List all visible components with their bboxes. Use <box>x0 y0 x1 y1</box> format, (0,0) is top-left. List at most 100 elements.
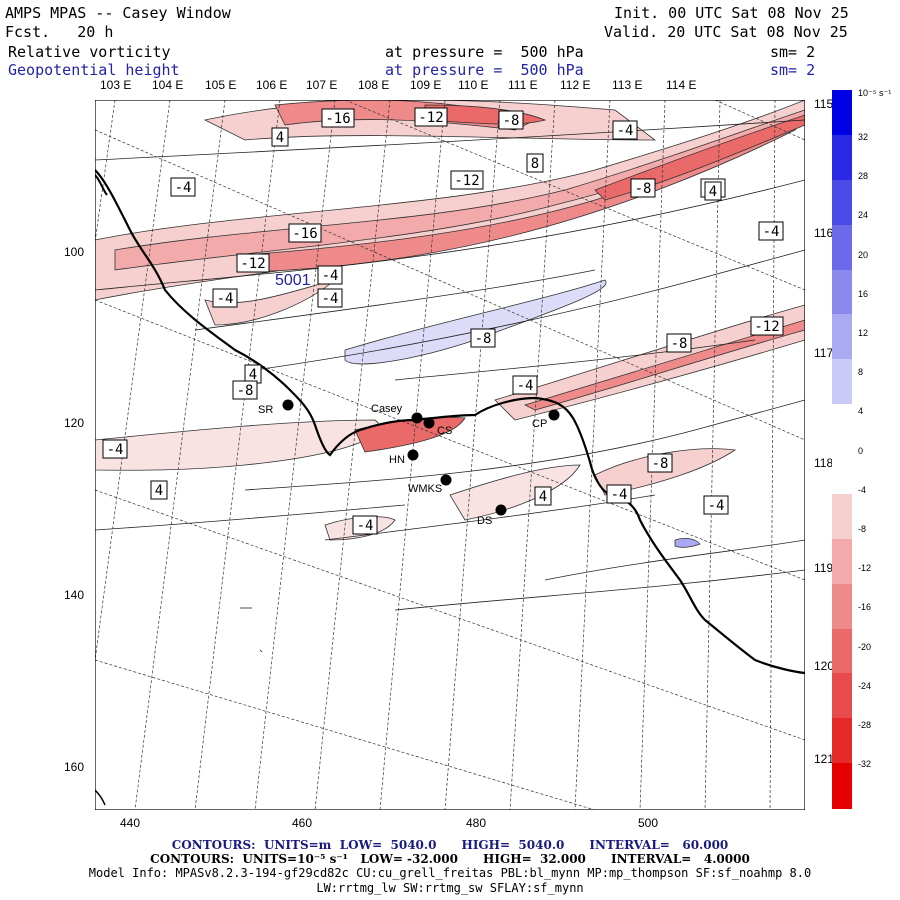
vorticity-shading <box>95 100 805 548</box>
longitude-label: 114 E <box>666 78 697 92</box>
y-tick-label: 160 <box>64 760 85 774</box>
colorbar-tick-label: 32 <box>858 132 869 142</box>
init-time: Init. 00 UTC Sat 08 Nov 25 <box>614 4 849 22</box>
longitude-label: 105 E <box>205 78 237 92</box>
station-label: CP <box>532 418 547 430</box>
longitude-label: 108 E <box>358 78 390 92</box>
field-1-name: Relative vorticity <box>8 43 171 61</box>
svg-text:-12: -12 <box>240 256 265 272</box>
coastline <box>95 169 805 675</box>
colorbar-segment <box>832 673 852 719</box>
contour-label: 4 <box>704 181 722 201</box>
footer-model-info: Model Info: MPASv8.2.3-194-gf29cd82c CU:… <box>88 866 812 880</box>
colorbar-segment <box>832 718 852 764</box>
svg-text:-12: -12 <box>418 110 443 126</box>
svg-text:4: 4 <box>276 130 284 146</box>
contour-label: 8 <box>526 153 544 173</box>
svg-text:-8: -8 <box>503 113 520 129</box>
colorbar-units: 10⁻⁵ s⁻¹ <box>858 88 892 98</box>
svg-text:-4: -4 <box>107 442 124 458</box>
colorbar-segment <box>832 359 852 405</box>
station-label: CS <box>437 425 452 437</box>
coastline-west <box>95 174 108 196</box>
contour-label: -8 <box>498 110 524 130</box>
svg-text:-4: -4 <box>611 487 628 503</box>
forecast-hour: Fcst. 20 h <box>5 23 114 41</box>
station-marker <box>495 504 507 516</box>
svg-text:-4: -4 <box>617 123 634 139</box>
x-tick-label: 460 <box>292 816 313 830</box>
svg-text:-4: -4 <box>175 180 192 196</box>
field-1-pressure: at pressure = 500 hPa <box>385 43 584 61</box>
svg-text:-16: -16 <box>292 226 317 242</box>
colorbar-segment <box>832 134 852 181</box>
station-label: SR <box>258 404 273 416</box>
contour-label: -4 <box>317 288 343 308</box>
svg-text:-4: -4 <box>517 378 534 394</box>
station-marker <box>411 412 423 424</box>
colorbar-tick-label: 16 <box>858 288 869 299</box>
svg-text:8: 8 <box>531 156 539 172</box>
contour-label: -12 <box>750 316 784 336</box>
colorbar-tick-label: -8 <box>858 524 867 534</box>
colorbar-tick-label: 20 <box>858 249 869 260</box>
svg-text:-4: -4 <box>763 224 780 240</box>
valid-time: Valid. 20 UTC Sat 08 Nov 25 <box>604 23 848 41</box>
colorbar-tick-label: -16 <box>858 602 872 613</box>
contour-label: -8 <box>666 333 692 353</box>
contour-label: -8 <box>470 328 496 348</box>
field-1-smooth: sm= 2 <box>770 43 816 61</box>
longitude-label: 107 E <box>306 78 338 92</box>
longitude-label: 111 E <box>508 78 538 92</box>
svg-text:-8: -8 <box>237 383 254 399</box>
contour-label-layer: -16 -12 -8 -4 4 8 -12 -8 -4 -8 -4 -16 -12 -4 -8 -4 -4 -12… <box>102 107 784 535</box>
colorbar-tick-label: -20 <box>858 641 872 652</box>
colorbar-tick-label: 4 <box>858 406 864 417</box>
contour-label: -4 <box>758 221 784 241</box>
footer-contours-vorticity: CONTOURS: UNITS=10⁻⁵ s⁻¹ LOW= -32.000 HI… <box>150 852 750 866</box>
svg-text:-12: -12 <box>454 173 479 189</box>
colorbar-tick-label: -32 <box>858 759 872 770</box>
contour-label: -4 <box>612 120 638 140</box>
station-label: DS <box>477 515 492 527</box>
contour-label: -4 <box>703 495 729 515</box>
x-tick-label: 440 <box>120 816 141 830</box>
field-2-smooth: sm= 2 <box>770 61 816 79</box>
colorbar-tick-label: 8 <box>858 367 864 378</box>
y-tick-label: 140 <box>64 588 85 602</box>
svg-text:4: 4 <box>155 483 163 499</box>
colorbar-segment <box>832 90 852 136</box>
svg-text:-8: -8 <box>635 181 652 197</box>
svg-text:-4: -4 <box>322 268 339 284</box>
coastline-sw <box>95 789 106 806</box>
contour-label: -4 <box>317 265 343 285</box>
contour-label: -8 <box>630 178 656 198</box>
contour-label: -4 <box>102 439 128 459</box>
station-marker <box>548 409 560 421</box>
contour-label: -16 <box>321 108 355 128</box>
contour-label: -4 <box>212 288 238 308</box>
colorbar-tick-label: -4 <box>858 484 867 495</box>
field-2-pressure: at pressure = 500 hPa <box>385 61 584 79</box>
colorbar-segment <box>832 628 852 674</box>
contour-label: -12 <box>236 253 270 273</box>
colorbar-tick-label: 12 <box>858 328 869 338</box>
svg-text:-8: -8 <box>652 456 669 472</box>
longitude-label: 112 E <box>560 78 591 92</box>
contour-label: 4 <box>244 364 262 384</box>
field-2-name: Geopotential height <box>8 61 180 79</box>
station-marker <box>282 399 294 411</box>
colorbar-segment <box>832 314 852 360</box>
longitude-label: 104 E <box>152 78 184 92</box>
longitude-label: 106 E <box>256 78 288 92</box>
contour-label: -4 <box>352 515 378 535</box>
colorbar-segment <box>832 538 852 585</box>
contour-label: 4 <box>534 486 552 506</box>
colorbar-tick-label: -28 <box>858 720 872 730</box>
longitude-label: 110 E <box>458 78 489 92</box>
station-marker <box>440 474 452 486</box>
longitude-label: 113 E <box>612 78 643 92</box>
x-tick-label: 480 <box>466 816 487 830</box>
colorbar-tick-label: -24 <box>858 680 872 691</box>
contour-label: 4 <box>150 480 168 500</box>
